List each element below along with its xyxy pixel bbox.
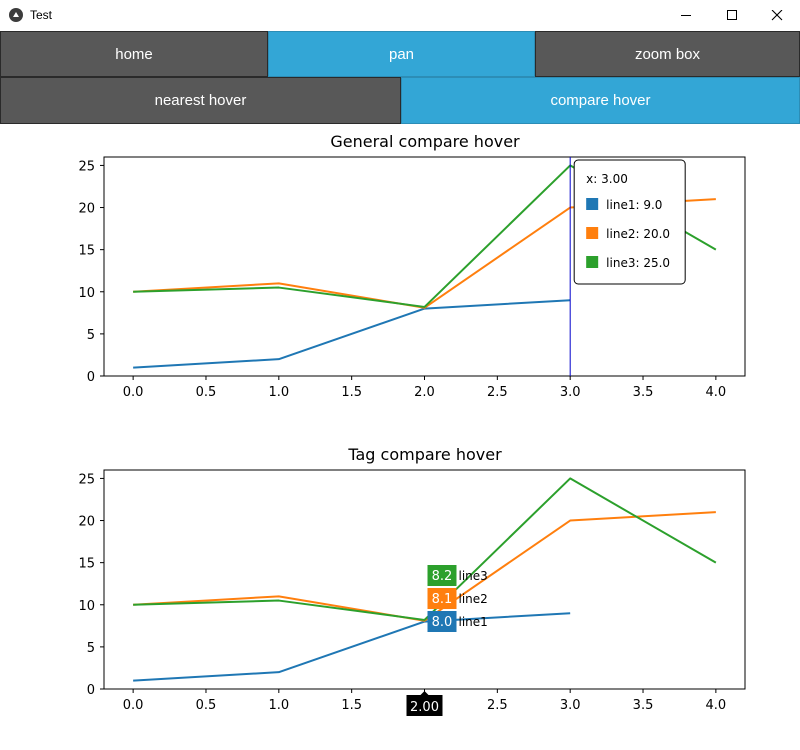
chart1-title: General compare hover [330,132,520,151]
x-tick-label: 0.5 [196,385,217,400]
hover-tooltip-box [573,159,686,285]
x-tick-label: 1.0 [268,385,289,400]
compare-hover-button-label: compare hover [550,92,651,109]
y-tick-label: 0 [87,370,95,385]
value-tag-label-line2: line2 [459,592,488,606]
x-tick-label: 2.0 [414,385,435,400]
hover-entry-line1: line1: 9.0 [606,198,662,212]
legend-swatch-line3 [586,256,599,268]
nearest-hover-button[interactable]: nearest hover [0,77,401,124]
y-tick-label: 10 [78,599,95,614]
x-tag-box [406,695,443,716]
chart2-title: Tag compare hover [348,445,502,464]
x-tick-label: 3.5 [633,385,654,400]
y-tick-label: 20 [78,202,95,217]
nearest-hover-button-label: nearest hover [154,92,247,109]
minimize-icon [681,15,691,16]
hover-x-label: x: 3.00 [586,172,628,186]
hover-entry-line2: line2: 20.0 [606,227,670,241]
y-tick-label: 20 [78,515,95,530]
home-button[interactable]: home [0,31,268,77]
close-button[interactable] [754,0,800,31]
y-tick-label: 15 [78,244,95,259]
x-tick-label: 0.0 [123,698,144,713]
y-tick-label: 15 [78,557,95,572]
series-line1 [133,299,571,369]
y-tick-label: 25 [78,472,95,487]
legend-swatch-line2 [586,227,599,239]
y-tick-label: 5 [87,328,95,343]
value-tag-label-line1: line1 [459,615,488,629]
chart2-axes-frame [103,469,746,690]
minimize-button[interactable] [663,0,709,31]
chart2: 0.00.51.01.52.02.53.03.54.005101520258.2… [78,469,746,716]
pan-button[interactable]: pan [268,31,535,77]
zoom-box-button-label: zoom box [634,46,701,63]
value-tag-text-line1: 8.0 [432,615,453,630]
series-line1 [133,612,571,682]
value-tag-line1 [427,611,457,632]
y-tick-label: 5 [87,641,95,656]
hover-entry-line3: line3: 25.0 [606,256,670,270]
maximize-button[interactable] [709,0,755,31]
chart1: 0.0 0.5 1.0 1.5 2.0 2.5 3.0 3.5 4.0 0 5 10 15 20 25 x: … [78,156,746,400]
x-tick-label: 0.5 [196,698,217,713]
home-button-label: home [115,46,153,63]
value-tag-label-line3: line3 [459,569,488,583]
pan-button-label: pan [388,46,415,63]
x-tick-label: 2.5 [487,385,508,400]
value-tag-line2 [427,588,457,609]
x-tick-label: 3.5 [633,698,654,713]
x-tick-label: 4.0 [706,385,727,400]
series-line2 [133,511,716,622]
y-tick-label: 0 [87,683,95,698]
kivy-app-icon [9,8,23,22]
x-tick-label: 4.0 [706,698,727,713]
y-tick-label: 25 [78,159,95,174]
maximize-icon [727,10,737,20]
x-tag-pointer [419,691,430,696]
x-tag-text: 2.00 [410,700,439,715]
x-tick-label: 3.0 [560,385,581,400]
legend-swatch-line1 [586,198,599,210]
x-tick-label: 1.5 [341,698,362,713]
value-tag-text-line2: 8.1 [432,592,453,607]
hover-tooltip: x: 3.00 line1: 9.0 line2: 20.0 line3: 25.0 [573,159,686,285]
zoom-box-button[interactable]: zoom box [535,31,800,77]
compare-hover-button[interactable]: compare hover [401,77,800,124]
x-tick-label: 3.0 [560,698,581,713]
value-tag-line3 [427,565,457,586]
value-tag-text-line3: 8.2 [432,569,453,584]
series-line3 [133,477,717,621]
x-tick-label: 1.5 [341,385,362,400]
close-icon [771,10,783,21]
x-tick-label: 2.5 [487,698,508,713]
window-title: Test [30,8,53,22]
x-tick-label: 1.0 [268,698,289,713]
y-tick-label: 10 [78,286,95,301]
x-tick-label: 0.0 [123,385,144,400]
